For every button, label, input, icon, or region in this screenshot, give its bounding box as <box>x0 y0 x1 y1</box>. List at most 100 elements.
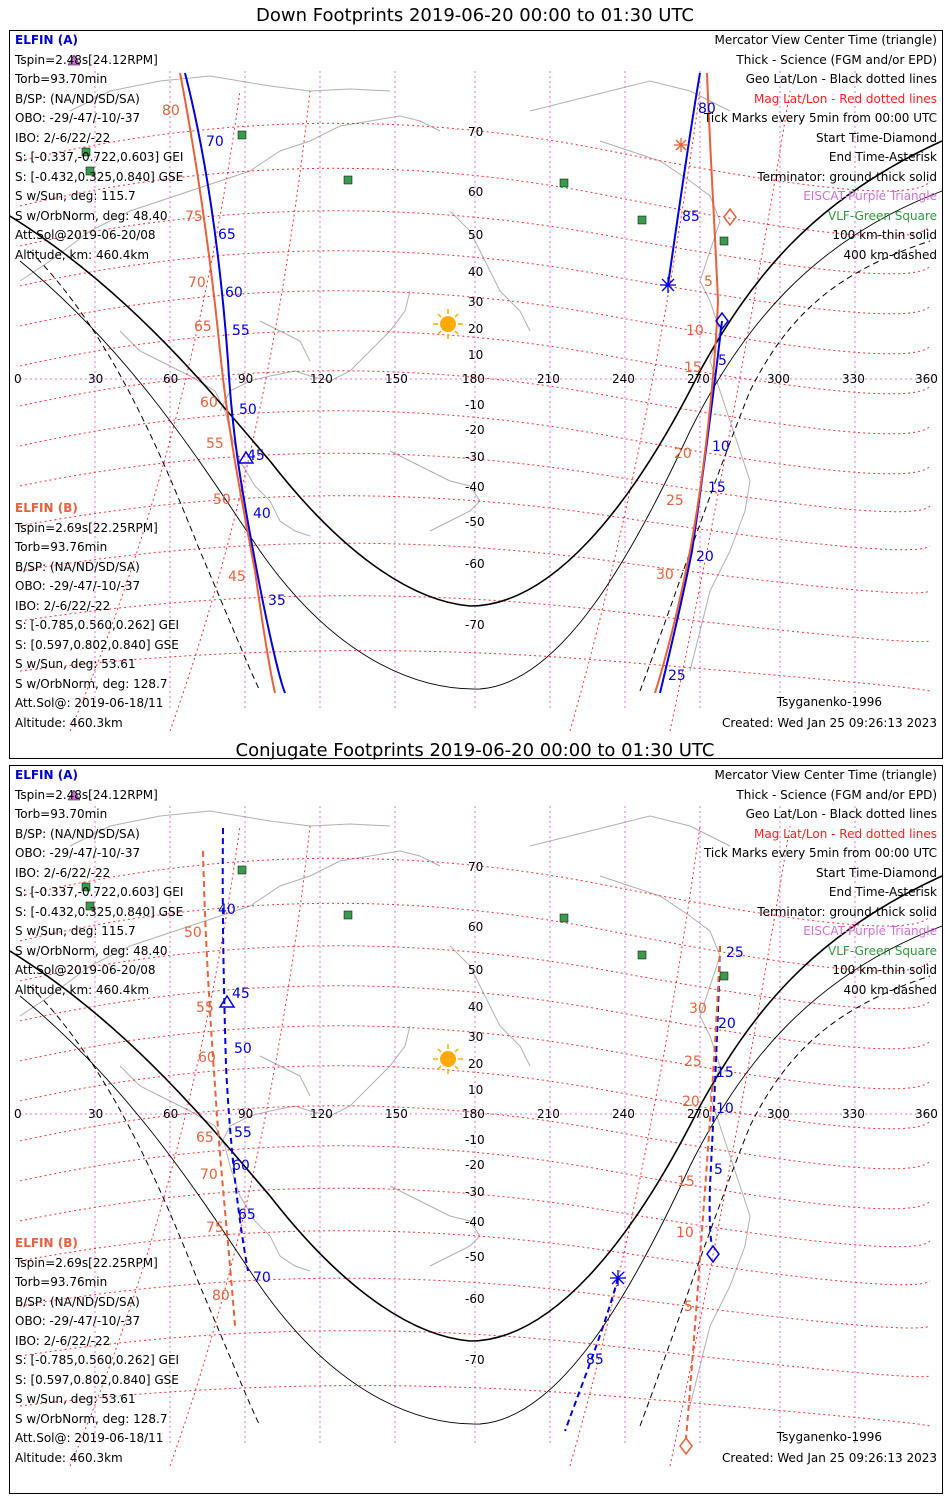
legend-item: VLF-Green Square <box>828 943 937 958</box>
lat-tick: 10 <box>468 348 483 362</box>
eiscat-triangle <box>67 789 81 801</box>
track-a-label: 45 <box>232 986 250 1002</box>
elfin-a-track-west <box>221 827 249 1272</box>
info-line: Tspin=2.48s[24.12RPM] <box>15 787 158 802</box>
legend-item: Mag Lat/Lon - Red dotted lines <box>753 91 937 106</box>
lon-tick: 270 <box>687 1107 710 1121</box>
track-b-label: 10 <box>676 1225 694 1241</box>
lon-tick: 360 <box>915 372 938 386</box>
track-a-label: 10 <box>712 439 730 455</box>
track-b-label: 60 <box>200 395 218 411</box>
lon-tick: 60 <box>163 1107 178 1121</box>
lat-tick: 10 <box>468 1083 483 1097</box>
lat-tick: 70 <box>468 860 483 874</box>
info-line: OBO: -29/-47/-10/-37 <box>15 846 141 860</box>
elfin-a-track-south <box>564 1277 619 1432</box>
info-line: S: [-0.785,0.560,0.262] GEI <box>15 1353 180 1367</box>
start-diamond-b <box>679 1436 693 1456</box>
info-line: S w/Sun, deg: 53.61 <box>15 657 136 671</box>
lon-tick: 210 <box>537 372 560 386</box>
info-line: S w/OrbNorm, deg: 48.40 <box>15 943 168 958</box>
lat-tick: -30 <box>465 450 485 464</box>
legend-item: Thick - Science (FGM and/or EPD) <box>736 787 937 802</box>
terminator-400km-left <box>29 250 261 692</box>
track-a-label: 20 <box>696 549 714 565</box>
track-b-label: 55 <box>196 1000 214 1016</box>
info-line: Altitude: 460.3km <box>15 715 123 730</box>
model-label: Tsyganenko-1996 <box>776 1430 882 1444</box>
legend-item: 100 km-thin solid <box>832 228 937 242</box>
track-a-label: 70 <box>253 1270 271 1286</box>
lon-tick: 240 <box>612 1107 635 1121</box>
track-b-label: 30 <box>689 1001 707 1017</box>
lon-tick: 90 <box>238 1107 253 1121</box>
track-a-label: 25 <box>668 668 686 684</box>
lon-tick: 330 <box>842 1107 865 1121</box>
track-b-label: 50 <box>213 492 231 508</box>
legend-item: 400 km-dashed <box>843 982 937 997</box>
elfin-a-info: ELFIN (A) Tspin=2.48s[24.12RPM] Torb=93.… <box>15 766 183 1000</box>
info-line: OBO: -29/-47/-10/-37 <box>15 111 141 125</box>
vlf-stations <box>81 130 729 246</box>
down-map: 0 30 60 90 120 150 180 210 240 270 300 3… <box>10 54 942 732</box>
lon-tick: 30 <box>88 372 103 386</box>
terminator-400km-right <box>639 975 931 1427</box>
mag-grid <box>19 825 931 1467</box>
lat-tick: -10 <box>465 1133 485 1147</box>
info-line: S: [0.597,0.802,0.840] GSE <box>15 1372 179 1387</box>
track-a-label: 45 <box>247 448 265 464</box>
elfin-b-info: ELFIN (B) Tspin=2.69s[22.25RPM] Torb=93.… <box>15 499 179 733</box>
legend-item: Mag Lat/Lon - Red dotted lines <box>753 826 937 841</box>
lon-tick: 210 <box>537 1107 560 1121</box>
conjugate-footprints-panel: 0 30 60 90 120 150 180 210 240 270 300 3… <box>9 765 943 1494</box>
elfin-b-track-west <box>202 850 236 1327</box>
info-line: Att.Sol@2019-06-20/08 <box>15 228 156 242</box>
down-footprints-panel: 0 30 60 90 120 150 180 210 240 270 300 3… <box>9 30 943 759</box>
start-diamond-b <box>723 207 737 227</box>
lon-tick: 60 <box>163 372 178 386</box>
lon-tick: 150 <box>385 1107 408 1121</box>
legend-item: 400 km-dashed <box>843 247 937 262</box>
legend-item: Geo Lat/Lon - Black dotted lines <box>745 807 937 821</box>
legend-item: Mercator View Center Time (triangle) <box>714 768 937 782</box>
track-b-label: 80 <box>162 103 180 119</box>
eiscat-triangle <box>67 54 81 66</box>
legend-item: Start Time-Diamond <box>815 865 937 880</box>
lat-tick: -20 <box>465 1158 485 1172</box>
info-line: S: [0.597,0.802,0.840] GSE <box>15 637 179 652</box>
track-b-label: 60 <box>198 1050 216 1066</box>
lat-tick: -50 <box>465 515 485 529</box>
legend-item: EISCAT-Purple Triangle <box>803 189 937 203</box>
lon-tick: 30 <box>88 1107 103 1121</box>
lat-tick: 70 <box>468 125 483 139</box>
elfin-b-header: ELFIN (B) <box>15 501 78 515</box>
end-asterisk-a <box>660 277 676 293</box>
lon-tick: 270 <box>687 372 710 386</box>
info-line: S w/OrbNorm, deg: 128.7 <box>15 676 168 691</box>
info-line: S: [-0.337,-0.722,0.603] GEI <box>15 150 184 164</box>
track-a-label: 60 <box>225 285 243 301</box>
start-diamond-a <box>706 1244 720 1264</box>
track-a-label: 5 <box>718 353 727 369</box>
elfin-b-track-east <box>685 945 721 1439</box>
sun-icon <box>433 309 463 339</box>
elfin-b-track-west <box>179 72 276 694</box>
terminator-100km <box>19 925 942 1425</box>
info-line: IBO: 2/-6/22/-22 <box>15 598 111 613</box>
lat-tick: -10 <box>465 398 485 412</box>
track-b-label: 20 <box>682 1094 700 1110</box>
lat-tick: -70 <box>465 618 485 632</box>
track-a-label: 55 <box>232 323 250 339</box>
lat-tick: 50 <box>468 963 483 977</box>
track-a-label: 50 <box>239 402 257 418</box>
legend-item: Thick - Science (FGM and/or EPD) <box>736 52 937 67</box>
track-a-label: 60 <box>232 1158 250 1174</box>
track-b-label: 15 <box>684 360 702 376</box>
track-a-label: 25 <box>726 945 744 961</box>
lon-tick: 150 <box>385 372 408 386</box>
track-a-label: 10 <box>716 1101 734 1117</box>
info-line: B/SP: (NA/ND/SD/SA) <box>15 826 140 841</box>
legend-item: Tick Marks every 5min from 00:00 UTC <box>703 846 937 860</box>
track-a-label: 55 <box>234 1125 252 1141</box>
info-line: Torb=93.76min <box>15 540 108 554</box>
